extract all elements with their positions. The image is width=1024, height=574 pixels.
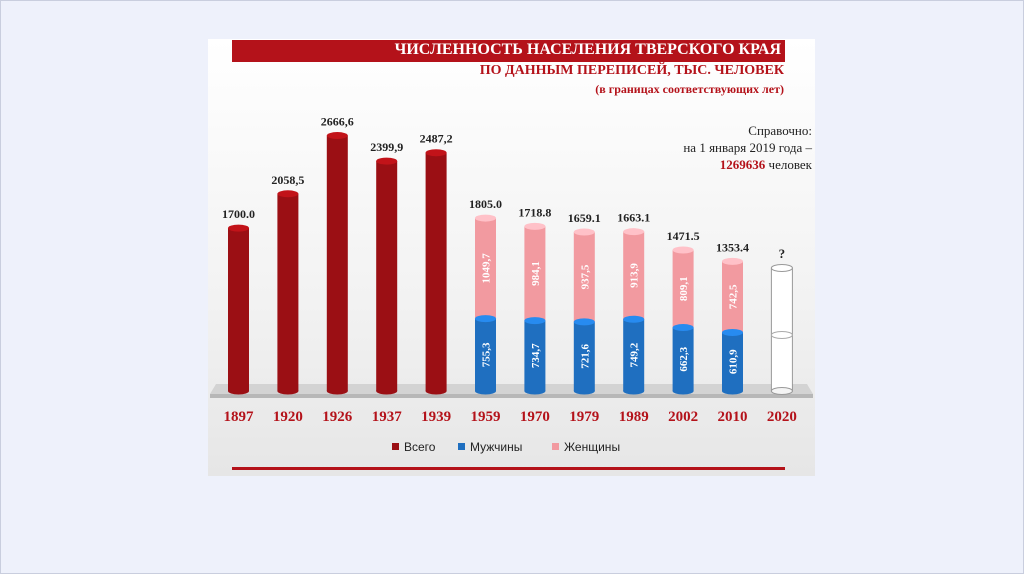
bar-total-1920 [277,190,299,395]
chart-floor-edge [210,394,813,398]
data-label-men-2010: 610,9 [728,349,740,374]
data-label-men-1979: 721,6 [579,344,591,369]
legend-swatch-total [392,443,399,450]
bar-placeholder-mid-2020 [770,331,793,339]
data-label-total-2020: ? [779,246,786,261]
bar-placeholder-top-2020 [770,264,793,272]
data-label-men-1959: 755,3 [481,342,493,367]
data-label-total-1926: 2666,6 [321,115,354,129]
x-tick-label-1989: 1989 [619,409,649,425]
x-tick-label-1897: 1897 [224,409,255,425]
data-label-women-1989: 913,9 [629,263,641,288]
title-bar [232,40,785,62]
bar-men-2002 [672,324,694,395]
x-tick-label-2010: 2010 [718,409,748,425]
bottom-rule [232,467,785,470]
data-label-total-1939: 2487,2 [420,132,453,146]
bar-men-2010 [722,328,743,395]
legend-item-men: Мужчины [458,440,522,454]
data-label-women-1959: 1049,7 [481,253,493,284]
legend-label-total: Всего [404,440,436,454]
bar-men-1970 [524,317,546,395]
data-label-total-1979: 1659.1 [568,211,601,225]
data-label-men-1989: 749,2 [629,342,641,367]
x-tick-label-1959: 1959 [471,409,501,425]
legend-item-women: Женщины [552,440,620,454]
note-line-2: на 1 января 2019 года – [683,140,812,155]
bar-men-1979 [573,318,595,395]
bar-total-1897 [228,224,249,395]
data-label-total-1959: 1805.0 [469,197,502,211]
legend-swatch-women [552,443,559,450]
data-label-women-1970: 984,1 [530,261,542,286]
bar-placeholder-2020 [770,267,793,392]
legend-label-women: Женщины [564,440,621,454]
x-tick-label-2020: 2020 [767,409,797,425]
x-tick-label-1939: 1939 [421,409,451,425]
bar-total-1939 [425,149,447,395]
data-label-total-1970: 1718.8 [518,205,551,219]
data-label-total-1920: 2058,5 [271,173,304,187]
data-label-total-2002: 1471.5 [667,229,700,243]
data-label-total-2010: 1353.4 [716,240,749,254]
data-label-women-1979: 937,5 [579,264,591,289]
bar-men-1989 [623,315,645,395]
data-label-total-1897: 1700.0 [222,207,255,221]
bar-placeholder-bottom-2020 [770,387,793,395]
chart-floor [210,384,813,394]
note-value: 1269636 [719,157,766,172]
data-label-total-1989: 1663.1 [617,211,650,225]
x-tick-label-1979: 1979 [569,409,599,425]
x-tick-label-1926: 1926 [322,409,353,425]
data-label-total-1937: 2399,9 [370,140,403,154]
chart-subtitle-borders: (в границах соответствующих лет) [595,82,784,96]
chart-title: ЧИСЛЕННОСТЬ НАСЕЛЕНИЯ ТВЕРСКОГО КРАЯ [394,41,781,58]
x-tick-label-1970: 1970 [520,409,550,425]
bar-men-1959 [475,315,496,395]
chart-subtitle: ПО ДАННЫМ ПЕРЕПИСЕЙ, ТЫС. ЧЕЛОВЕК [479,63,784,78]
note-line-3: 1269636 человек [720,157,812,173]
data-label-men-1970: 734,7 [530,343,542,368]
bar-total-1937 [376,157,398,395]
legend-label-men: Мужчины [470,440,523,454]
data-label-women-2002: 809,1 [678,276,690,301]
x-tick-label-2002: 2002 [668,409,698,425]
legend-item-total: Всего [392,440,435,454]
data-label-women-2010: 742,5 [728,284,740,309]
data-label-men-2002: 662,3 [678,346,690,371]
note-unit: человек [768,157,812,172]
slide-panel [208,39,815,476]
legend-swatch-men [458,443,465,450]
x-tick-label-1920: 1920 [273,409,303,425]
bar-total-1926 [326,132,348,395]
note-line-1: Справочно: [748,123,812,138]
x-tick-label-1937: 1937 [372,409,403,425]
